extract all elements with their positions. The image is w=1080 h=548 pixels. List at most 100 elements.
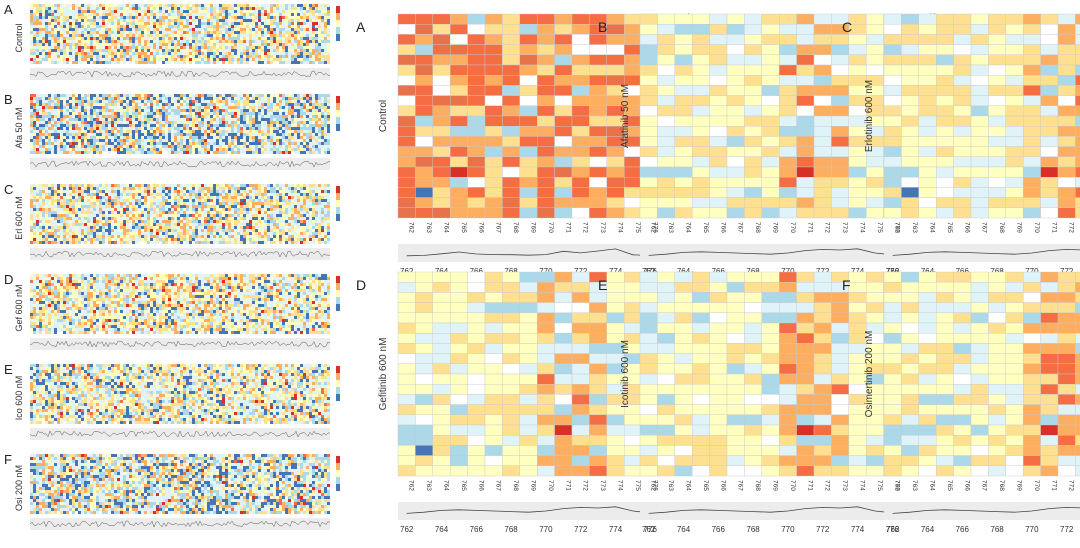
noise-cell <box>261 133 264 136</box>
noise-cell <box>246 205 249 208</box>
noise-cell <box>33 193 36 196</box>
noise-cell <box>240 40 243 43</box>
noise-cell <box>225 193 228 196</box>
noise-cell <box>111 55 114 58</box>
noise-cell <box>249 136 252 139</box>
noise-cell <box>189 16 192 19</box>
noise-cell <box>57 193 60 196</box>
noise-cell <box>324 40 327 43</box>
noise-cell <box>261 7 264 10</box>
noise-cell <box>213 31 216 34</box>
noise-cell <box>312 208 315 211</box>
noise-cell <box>60 46 63 49</box>
noise-cell <box>141 205 144 208</box>
noise-cell <box>312 145 315 148</box>
noise-cell <box>51 214 54 217</box>
noise-cell <box>279 124 282 127</box>
noise-cell <box>171 241 174 244</box>
noise-cell <box>294 28 297 31</box>
noise-cell <box>195 112 198 115</box>
noise-cell <box>240 61 243 64</box>
noise-cell <box>258 94 261 97</box>
noise-cell <box>72 232 75 235</box>
noise-cell <box>60 139 63 142</box>
noise-cell <box>54 34 57 37</box>
noise-cell <box>69 37 72 40</box>
noise-cell <box>33 127 36 130</box>
noise-cell <box>201 202 204 205</box>
noise-cell <box>258 7 261 10</box>
noise-cell <box>327 202 330 205</box>
noise-cell <box>243 109 246 112</box>
noise-cell <box>180 4 183 7</box>
noise-cell <box>291 238 294 241</box>
noise-cell <box>291 61 294 64</box>
noise-cell <box>303 43 306 46</box>
noise-cell <box>156 202 159 205</box>
noise-cell <box>201 97 204 100</box>
noise-cell <box>51 229 54 232</box>
noise-cell <box>294 193 297 196</box>
noise-cell <box>90 136 93 139</box>
noise-cell <box>192 199 195 202</box>
noise-cell <box>96 115 99 118</box>
noise-cell <box>207 25 210 28</box>
noise-cell <box>144 49 147 52</box>
noise-cell <box>183 16 186 19</box>
noise-cell <box>327 115 330 118</box>
noise-cell <box>270 100 273 103</box>
noise-cell <box>246 151 249 154</box>
noise-cell <box>186 202 189 205</box>
noise-cell <box>210 121 213 124</box>
noise-cell <box>309 151 312 154</box>
noise-cell <box>177 226 180 229</box>
noise-cell <box>45 241 48 244</box>
noise-cell <box>108 109 111 112</box>
noise-cell <box>201 151 204 154</box>
noise-cell <box>291 205 294 208</box>
noise-cell <box>120 112 123 115</box>
noise-cell <box>222 121 225 124</box>
noise-cell <box>240 184 243 187</box>
noise-cell <box>207 211 210 214</box>
noise-cell <box>84 16 87 19</box>
noise-cell <box>33 31 36 34</box>
noise-cell <box>69 34 72 37</box>
noise-cell <box>183 40 186 43</box>
noise-cell <box>72 226 75 229</box>
noise-cell <box>177 217 180 220</box>
noise-cell <box>63 190 66 193</box>
noise-cell <box>60 184 63 187</box>
noise-cell <box>228 55 231 58</box>
noise-cell <box>135 4 138 7</box>
noise-cell <box>99 109 102 112</box>
noise-cell <box>162 106 165 109</box>
noise-cell <box>102 16 105 19</box>
noise-cell <box>153 103 156 106</box>
noise-cell <box>231 148 234 151</box>
noise-cell <box>84 46 87 49</box>
noise-cell <box>78 151 81 154</box>
noise-cell <box>30 202 33 205</box>
noise-cell <box>240 133 243 136</box>
noise-cell <box>315 139 318 142</box>
noise-cell <box>240 235 243 238</box>
noise-cell <box>141 145 144 148</box>
noise-cell <box>153 112 156 115</box>
noise-cell <box>225 202 228 205</box>
noise-cell <box>315 37 318 40</box>
noise-cell <box>93 148 96 151</box>
noise-cell <box>267 139 270 142</box>
noise-cell <box>120 58 123 61</box>
noise-cell <box>84 4 87 7</box>
noise-cell <box>120 133 123 136</box>
noise-cell <box>99 223 102 226</box>
noise-cell <box>99 205 102 208</box>
noise-cell <box>309 130 312 133</box>
noise-cell <box>159 40 162 43</box>
noise-cell <box>237 10 240 13</box>
noise-cell <box>111 7 114 10</box>
noise-cell <box>162 223 165 226</box>
noise-cell <box>48 211 51 214</box>
